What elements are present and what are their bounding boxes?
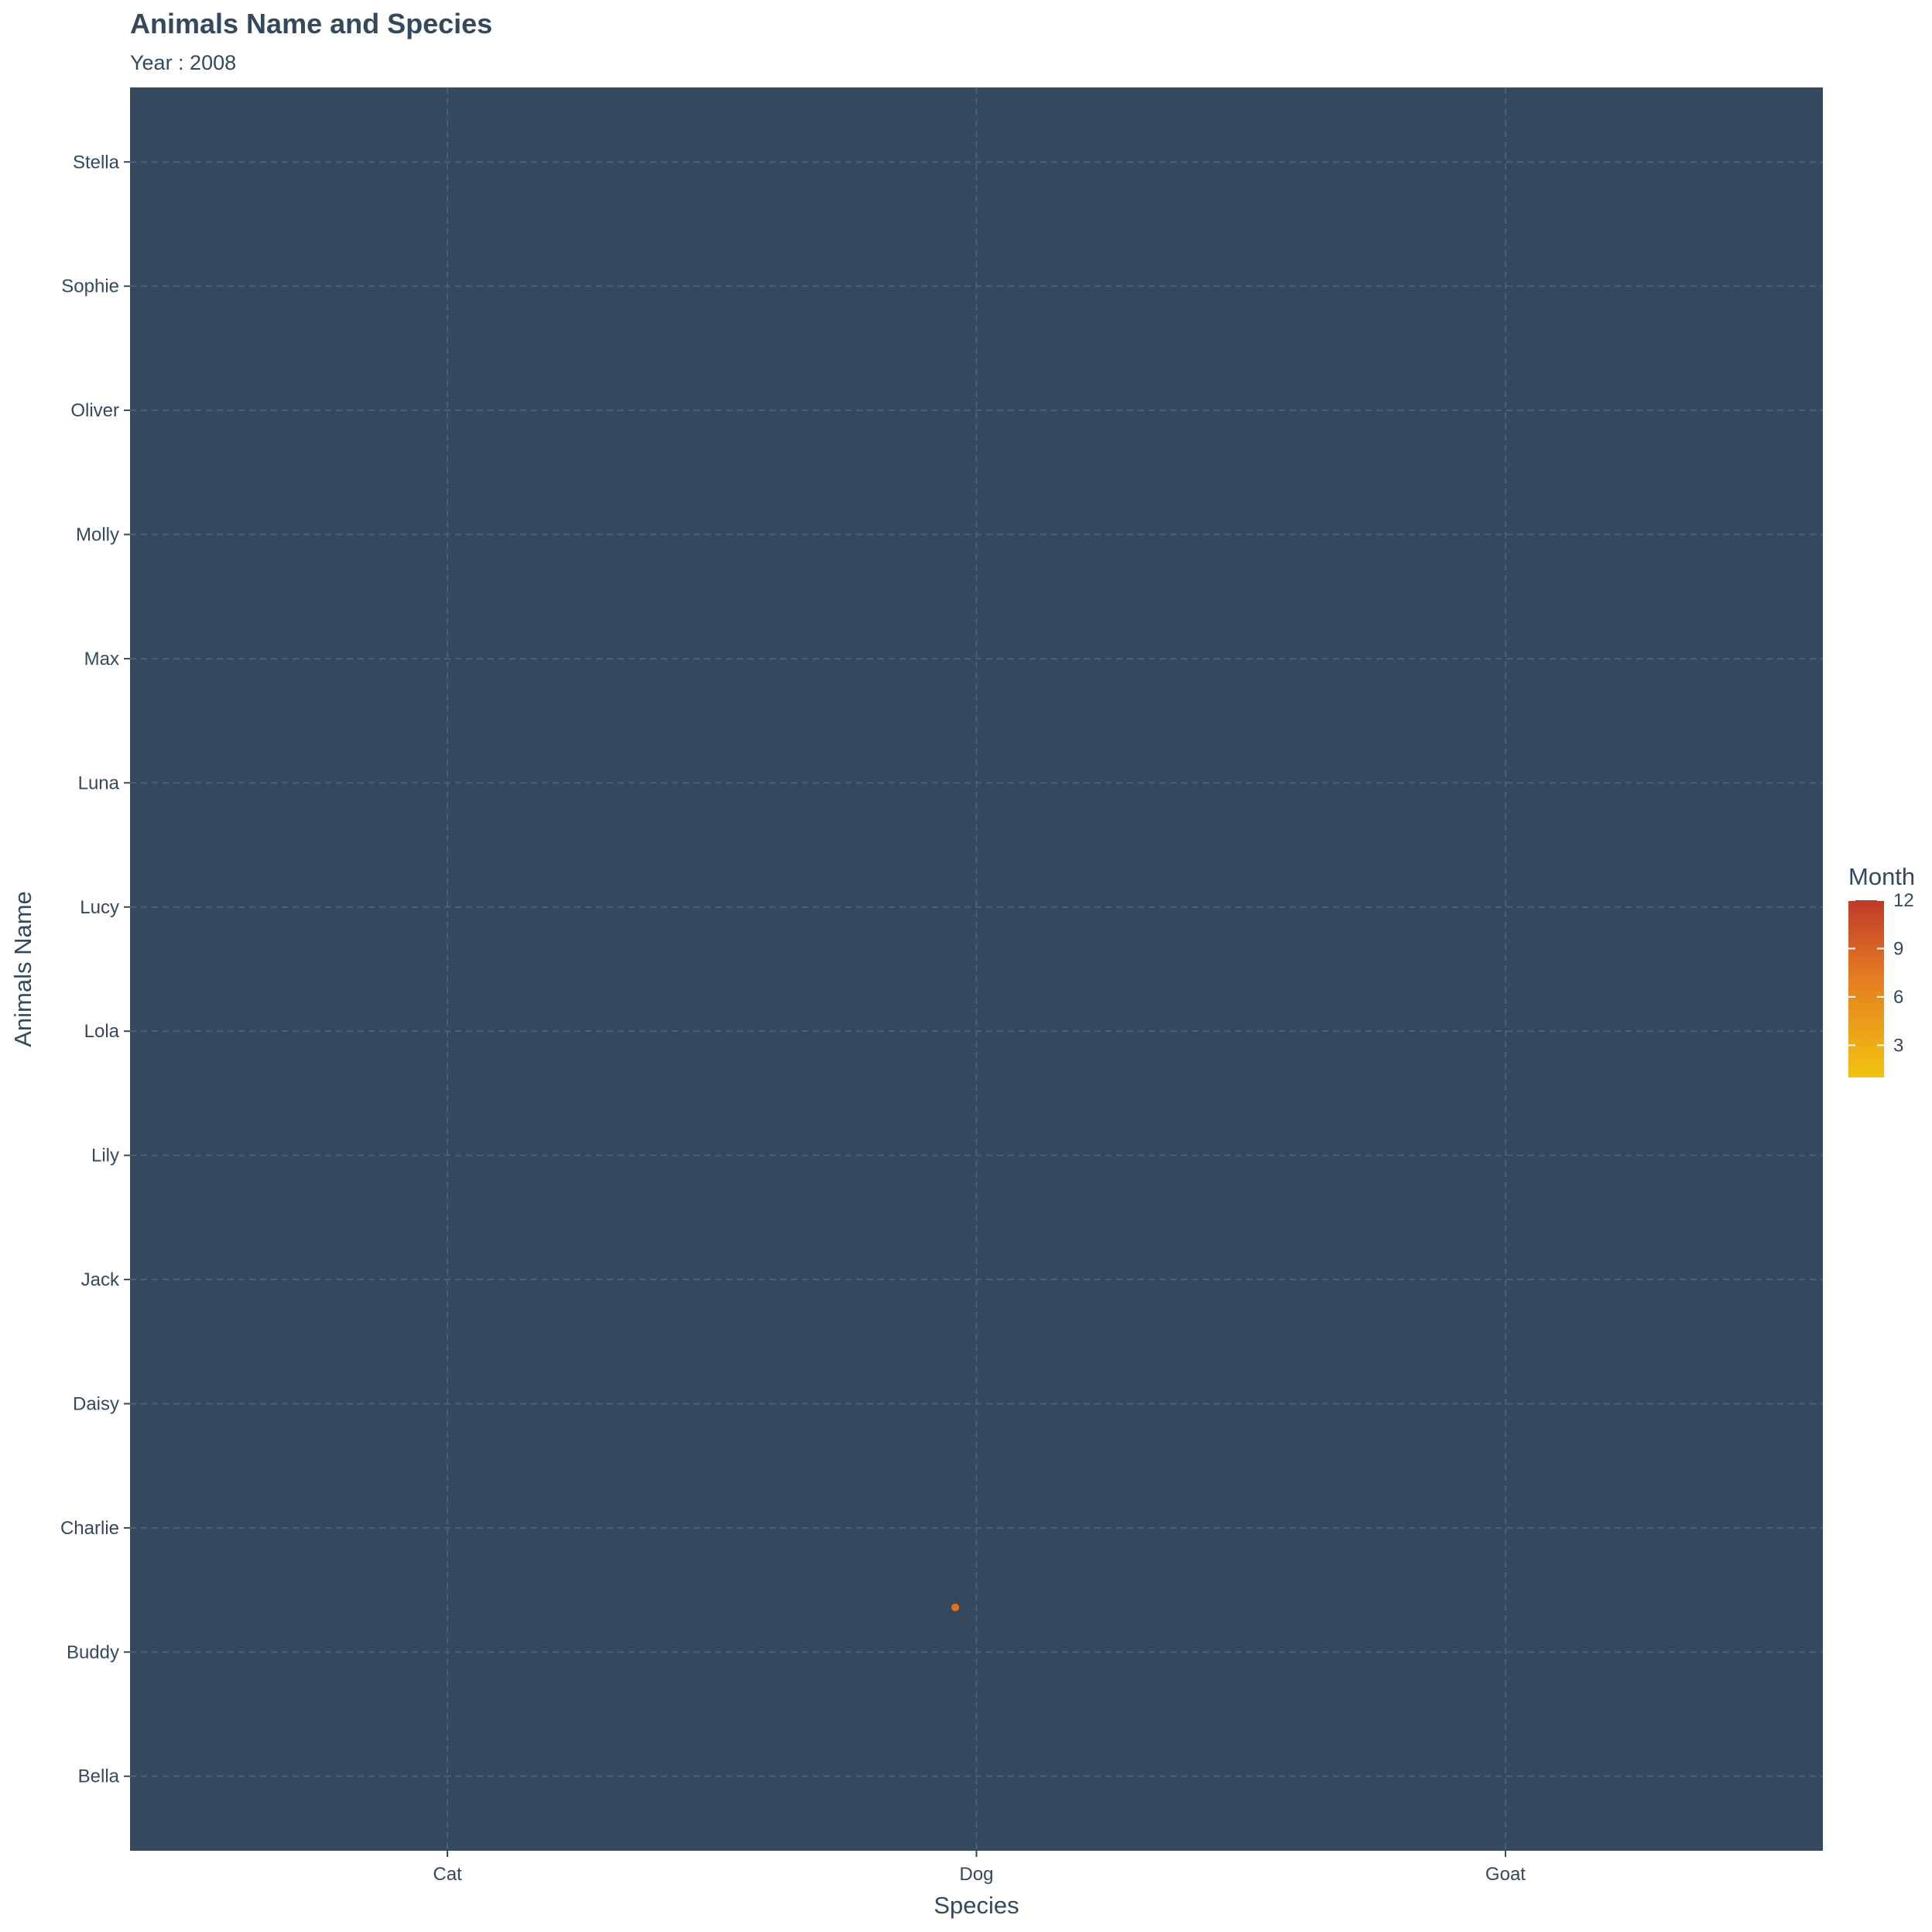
y-axis: Bella Buddy Charlie Daisy Jack Lily Lola Lucy Lu…	[60, 152, 130, 1787]
y-tick-label: Lucy	[80, 897, 119, 918]
y-tick-label: Buddy	[67, 1642, 119, 1663]
month-legend: Month 3 6 9 12	[1848, 863, 1915, 1077]
y-tick-label: Lily	[91, 1146, 119, 1166]
legend-tick-label: 3	[1893, 1035, 1903, 1056]
chart-subtitle: Year : 2008	[130, 51, 237, 74]
y-tick-label: Bella	[78, 1766, 120, 1787]
x-axis-title: Species	[933, 1892, 1019, 1919]
x-tick-label: Goat	[1485, 1864, 1526, 1885]
y-tick-label: Max	[84, 649, 119, 670]
x-tick-label: Dog	[959, 1864, 993, 1885]
chart-title: Animals Name and Species	[130, 8, 493, 39]
y-axis-title: Animals Name	[9, 891, 36, 1047]
y-tick-label: Stella	[73, 152, 120, 173]
legend-tick-label: 12	[1893, 890, 1914, 911]
y-tick-label: Luna	[78, 772, 120, 793]
legend-colorbar	[1848, 900, 1884, 1077]
y-tick-label: Charlie	[60, 1518, 119, 1539]
legend-tick-label: 6	[1893, 987, 1903, 1008]
x-tick-label: Cat	[433, 1864, 462, 1885]
legend-tick-label: 9	[1893, 938, 1903, 959]
x-axis: Cat Dog Goat	[433, 1851, 1526, 1885]
grid-lines	[130, 87, 1823, 1851]
y-tick-label: Lola	[84, 1021, 120, 1042]
y-tick-label: Oliver	[70, 400, 119, 421]
y-tick-label: Molly	[76, 525, 119, 546]
y-tick-label: Jack	[81, 1269, 120, 1290]
legend-ticks: 3 6 9 12	[1848, 890, 1914, 1056]
legend-title: Month	[1848, 863, 1915, 890]
data-point	[951, 1603, 960, 1612]
y-tick-label: Daisy	[73, 1393, 119, 1414]
data-points	[951, 1603, 960, 1612]
y-tick-label: Sophie	[61, 276, 119, 297]
